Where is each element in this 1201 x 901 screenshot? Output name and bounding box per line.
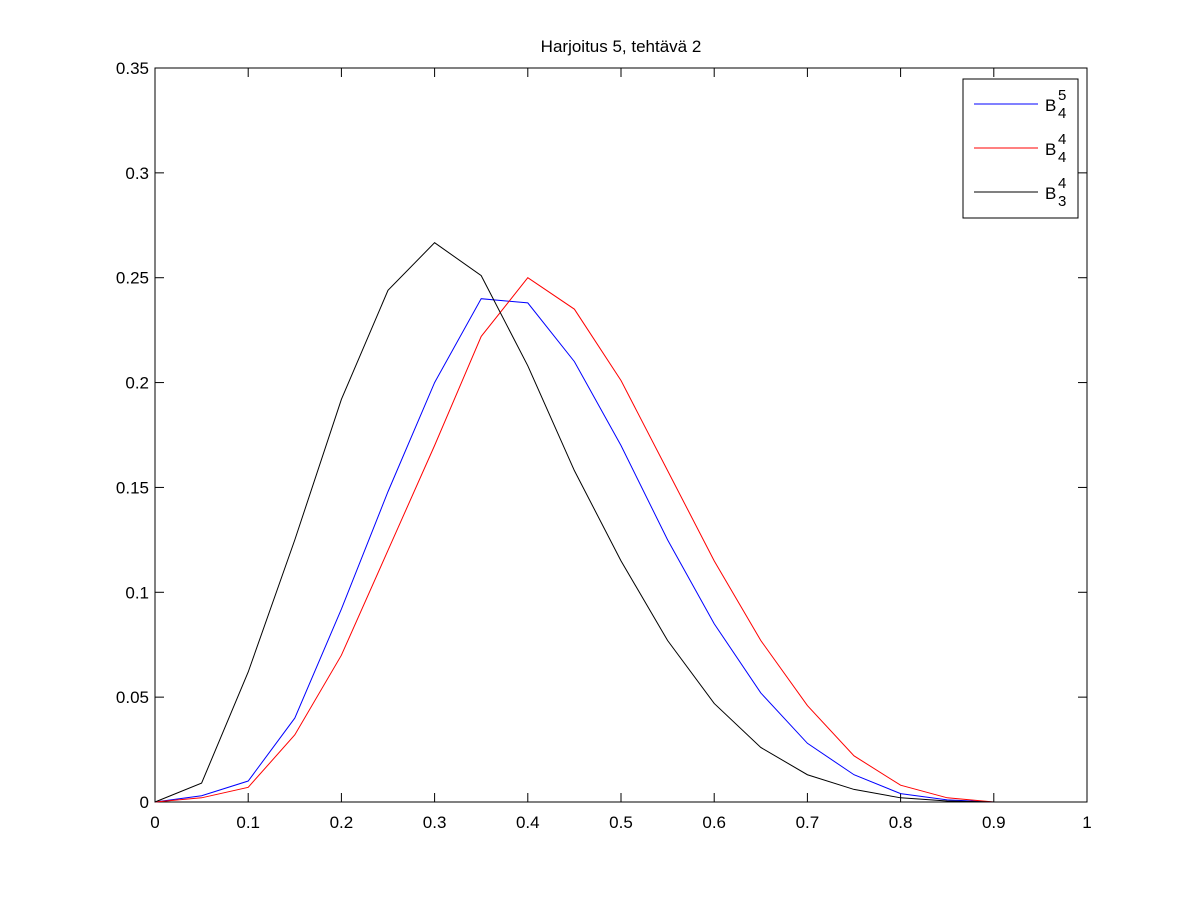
chart-title: Harjoitus 5, tehtävä 2: [541, 37, 702, 56]
legend-superscript: 4: [1058, 131, 1066, 148]
x-tick-label: 0.5: [609, 813, 633, 832]
x-tick-label: 0.3: [423, 813, 447, 832]
y-tick-label: 0.2: [125, 374, 149, 393]
y-tick-label: 0.35: [116, 59, 149, 78]
x-tick-label: 0.1: [236, 813, 260, 832]
x-tick-label: 1: [1082, 813, 1091, 832]
y-tick-label: 0.1: [125, 583, 149, 602]
y-tick-label: 0.15: [116, 478, 149, 497]
y-tick-label: 0.05: [116, 688, 149, 707]
x-tick-label: 0.8: [889, 813, 913, 832]
legend-label: B: [1045, 140, 1056, 159]
legend-superscript: 4: [1058, 175, 1066, 192]
x-tick-label: 0.2: [330, 813, 354, 832]
x-tick-label: 0.6: [702, 813, 726, 832]
legend-label: B: [1045, 96, 1056, 115]
legend-subscript: 4: [1058, 105, 1066, 122]
legend-subscript: 4: [1058, 149, 1066, 166]
y-tick-label: 0.3: [125, 164, 149, 183]
legend-subscript: 3: [1058, 193, 1066, 210]
series-line: [154, 242, 1087, 803]
plot-area: [154, 67, 1088, 803]
x-tick-label: 0.7: [796, 813, 820, 832]
legend-label: B: [1045, 184, 1056, 203]
series-line: [154, 277, 1087, 803]
x-tick-label: 0.9: [982, 813, 1006, 832]
series-line: [154, 298, 1087, 803]
y-tick-label: 0.25: [116, 269, 149, 288]
y-tick-label: 0: [140, 793, 149, 812]
x-tick-label: 0: [150, 813, 159, 832]
x-tick-label: 0.4: [516, 813, 540, 832]
legend-superscript: 5: [1058, 87, 1066, 104]
